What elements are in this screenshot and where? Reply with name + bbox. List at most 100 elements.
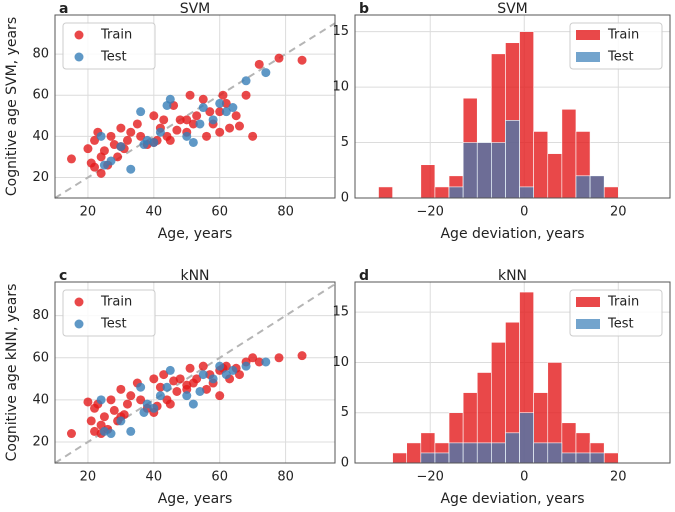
point [136, 131, 146, 141]
point [126, 164, 136, 174]
x-axis-label: Age, years [158, 491, 233, 507]
point [215, 361, 225, 371]
x-tick-label: 0 [520, 205, 528, 220]
x-tick-label: 20 [80, 470, 97, 485]
panel-letter: b [359, 1, 369, 17]
point [297, 55, 307, 65]
bar [476, 142, 492, 199]
point [198, 361, 208, 371]
point [188, 399, 198, 409]
bar [420, 164, 436, 199]
axes-frame [354, 14, 671, 199]
point [241, 361, 251, 371]
point [254, 357, 264, 367]
point [172, 125, 182, 135]
point [99, 146, 109, 156]
bar [491, 142, 506, 199]
legend-label: Test [100, 50, 127, 65]
point [218, 90, 228, 100]
point [165, 365, 175, 375]
y-tick-label: 40 [32, 392, 49, 407]
y-tick-label: 80 [32, 308, 49, 323]
point [165, 135, 175, 145]
y-tick-label: 80 [32, 47, 49, 62]
point [116, 416, 126, 426]
bar [603, 452, 619, 464]
x-tick-label: 40 [146, 470, 163, 485]
point [172, 386, 182, 396]
point [126, 426, 136, 436]
point [274, 353, 284, 363]
point [83, 397, 93, 407]
panel-letter: a [59, 1, 68, 17]
point [215, 107, 225, 117]
point [126, 127, 136, 137]
point [136, 107, 146, 117]
point [155, 127, 165, 137]
y-axis-label: Cognitive age kNN, years [4, 284, 20, 462]
bar [561, 452, 577, 464]
y-tick-label: 40 [32, 129, 49, 144]
point [225, 123, 235, 133]
point [122, 135, 132, 145]
x-tick-label: 80 [277, 205, 294, 220]
point [185, 363, 195, 373]
bar [547, 442, 563, 464]
point [96, 395, 106, 405]
point [139, 407, 149, 417]
point [248, 353, 258, 363]
point [205, 107, 215, 117]
point [182, 115, 192, 125]
x-tick-label: 80 [277, 470, 294, 485]
point [155, 391, 165, 401]
legend-swatch [576, 30, 600, 40]
y-tick-label: 5 [341, 405, 349, 420]
bar [378, 186, 393, 199]
y-tick-label: 0 [341, 456, 349, 471]
point [188, 137, 198, 147]
y-tick-label: 15 [332, 305, 349, 320]
point [96, 131, 106, 141]
legend-label: Train [100, 295, 132, 310]
point [106, 429, 116, 439]
point [182, 131, 192, 141]
legend-label: Train [607, 295, 639, 310]
bar [575, 452, 591, 464]
x-tick-label: 20 [610, 205, 627, 220]
x-tick-label: 60 [211, 205, 228, 220]
panel-title: kNN [180, 268, 209, 284]
bar [589, 175, 605, 199]
legend-label: Train [607, 28, 639, 43]
point [132, 119, 142, 129]
point [221, 98, 231, 108]
point [66, 429, 76, 439]
bar [547, 153, 563, 199]
point [159, 370, 169, 380]
point [185, 90, 195, 100]
y-tick-label: 0 [341, 191, 349, 206]
point [142, 399, 152, 409]
x-tick-label: 20 [610, 470, 627, 485]
point [195, 119, 205, 129]
point [231, 111, 241, 121]
legend-swatch [576, 319, 600, 329]
y-tick-label: 20 [32, 170, 49, 185]
bar [533, 442, 549, 464]
point [215, 98, 225, 108]
axes-frame [54, 14, 336, 199]
point [86, 416, 96, 426]
x-axis-label: Age, years [158, 226, 233, 242]
y-tick-label: 60 [32, 88, 49, 103]
legend-swatch [74, 30, 84, 40]
point [274, 53, 284, 63]
point [261, 68, 271, 78]
point [149, 111, 159, 121]
point [126, 391, 136, 401]
bar [476, 442, 492, 464]
point [165, 399, 175, 409]
y-tick-label: 10 [332, 355, 349, 370]
legend-box [62, 289, 156, 337]
point [215, 391, 225, 401]
bar [519, 412, 534, 464]
